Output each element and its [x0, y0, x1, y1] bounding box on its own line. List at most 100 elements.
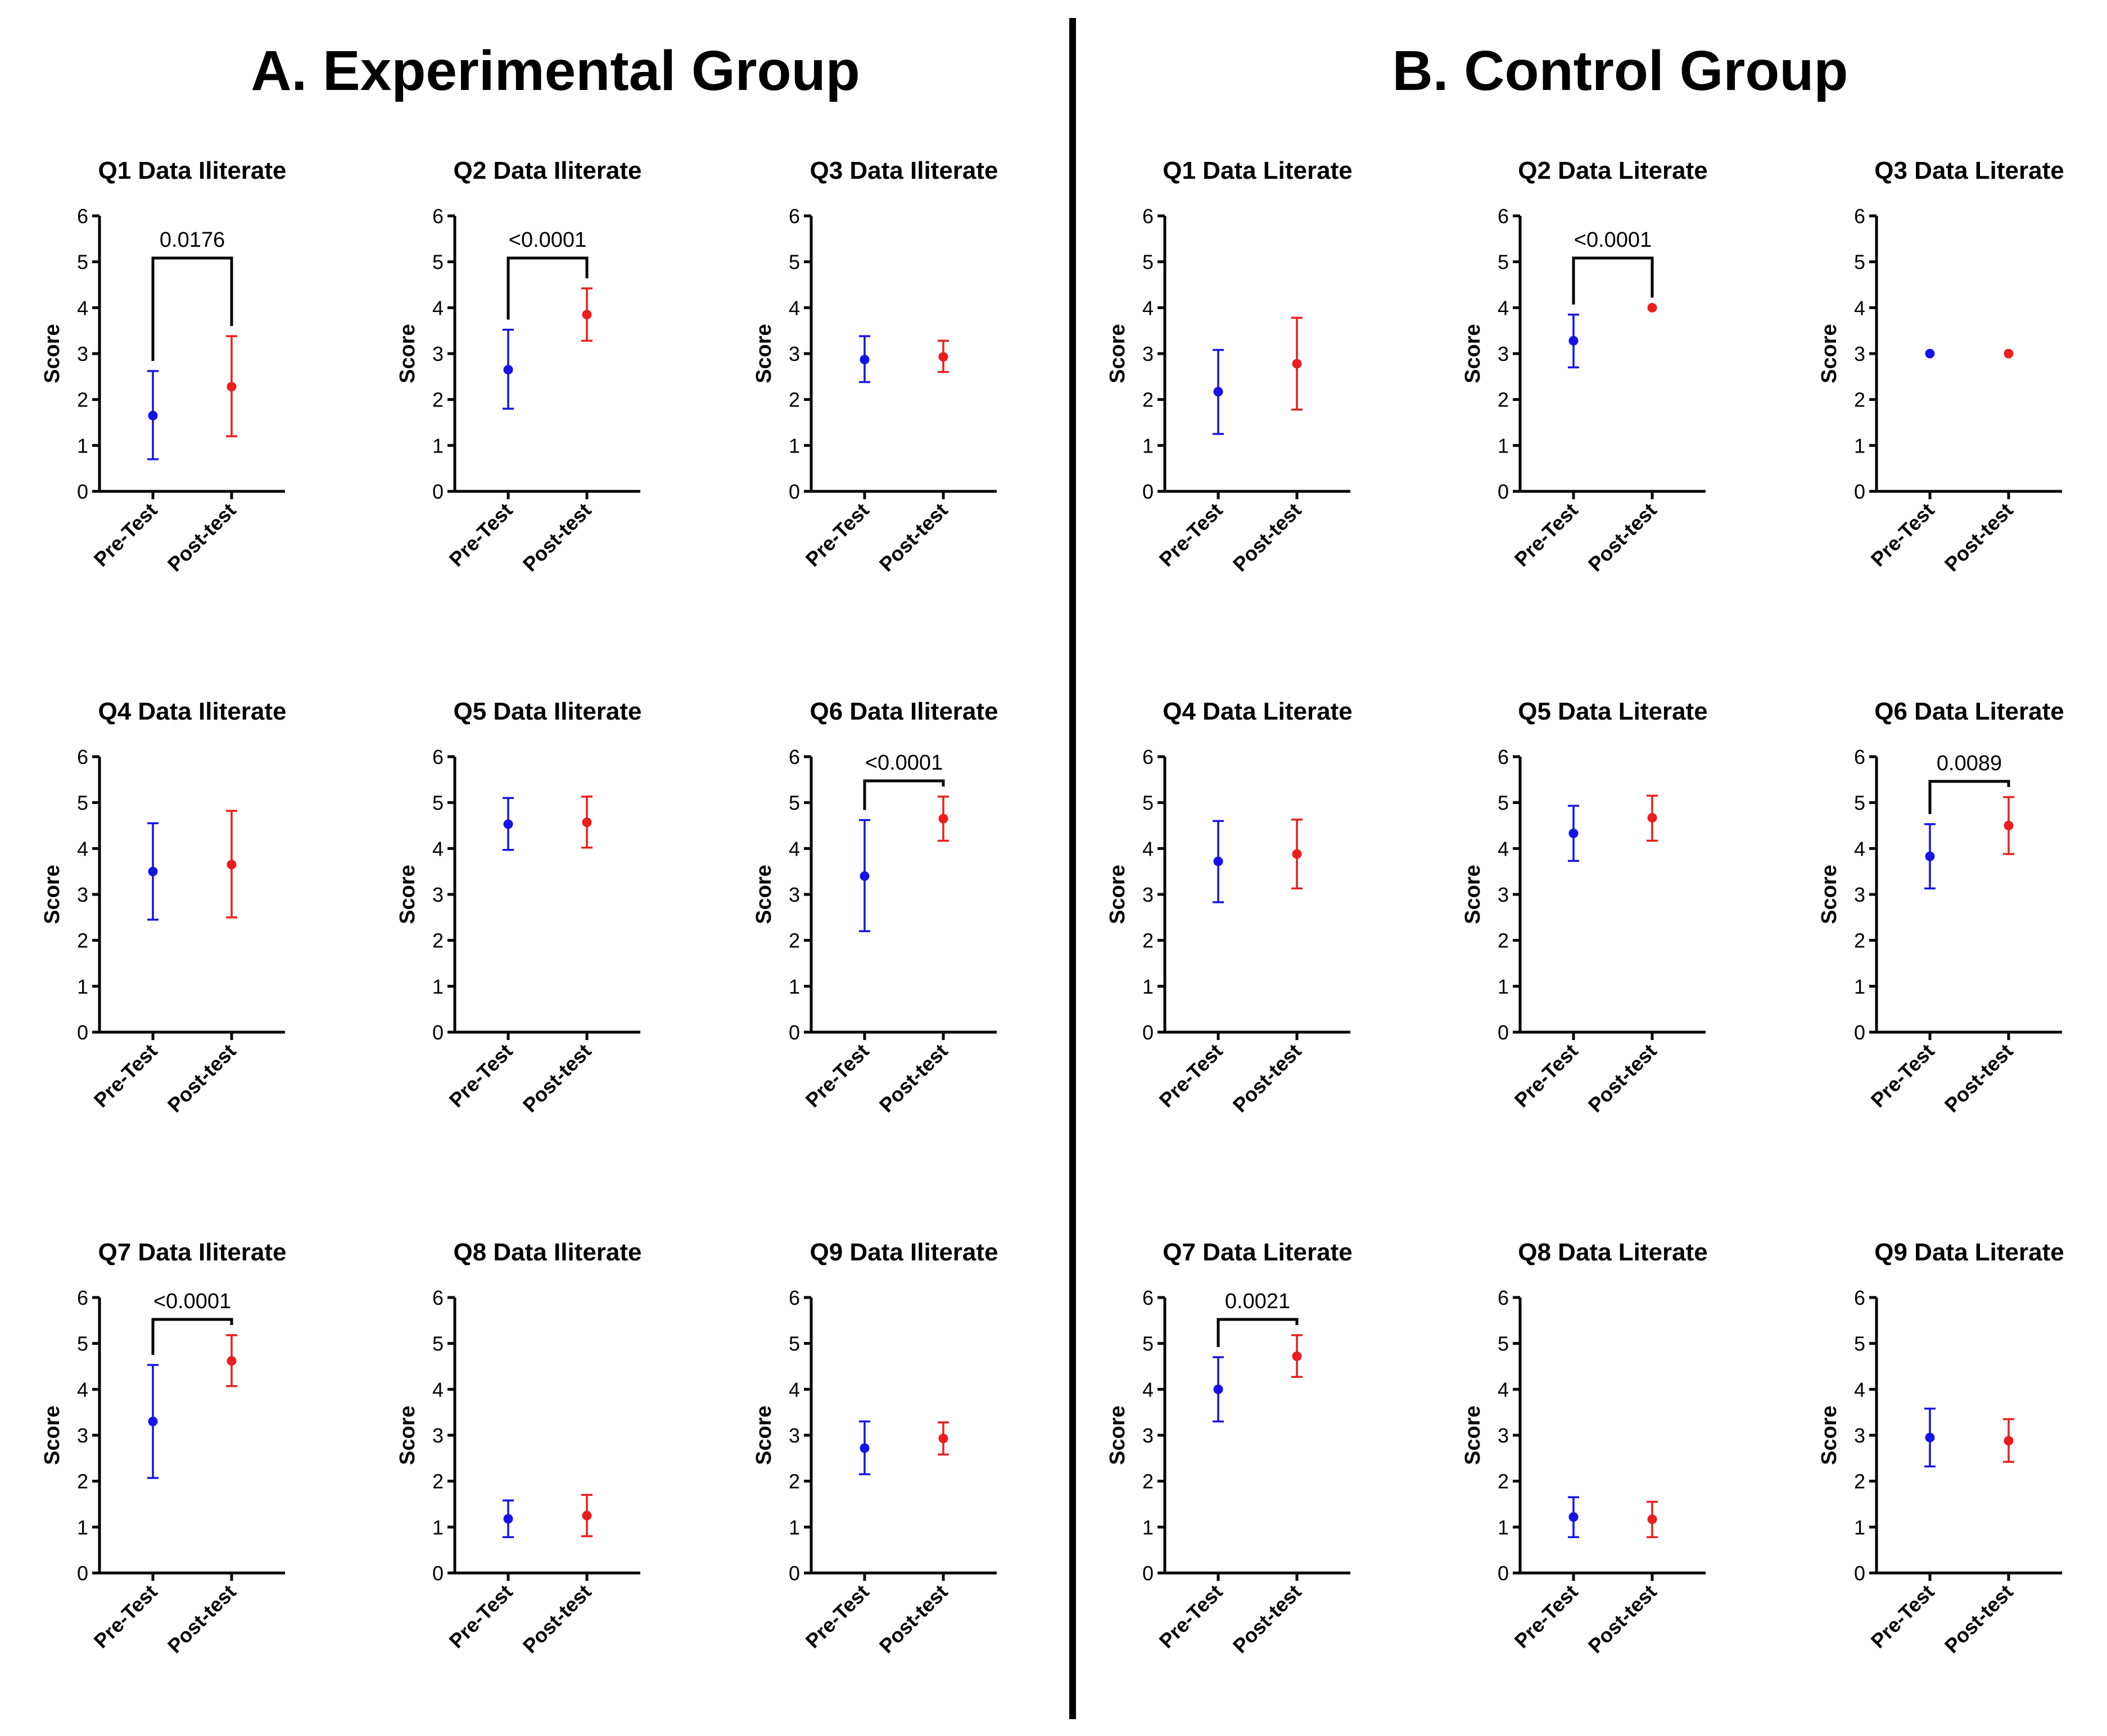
y-tick-label: 4 — [432, 1378, 444, 1401]
x-tick-label: Pre-Test — [89, 1039, 162, 1112]
y-tick-label: 4 — [789, 1378, 800, 1401]
y-tick-label: 2 — [1498, 388, 1509, 412]
y-tick-label: 5 — [1498, 792, 1509, 815]
y-tick-label: 4 — [432, 296, 444, 319]
y-tick-label: 4 — [789, 837, 800, 860]
y-tick-label: 5 — [1142, 251, 1154, 274]
p-value-label: 0.0021 — [1225, 1290, 1290, 1313]
post-test-point — [1292, 849, 1302, 859]
pre-test-point — [1568, 1512, 1579, 1522]
y-tick-label: 5 — [77, 1332, 88, 1355]
x-tick-label: Pre-Test — [1510, 1580, 1582, 1653]
y-tick-label: 1 — [789, 1516, 800, 1539]
y-tick-label: 2 — [432, 388, 444, 412]
pre-test-point — [148, 866, 158, 876]
y-tick-label: 4 — [1142, 296, 1154, 319]
x-tick-label: Pre-Test — [89, 499, 162, 571]
y-tick-label: 6 — [1854, 205, 1865, 228]
y-tick-label: 0 — [1854, 1021, 1865, 1044]
y-tick-label: 1 — [77, 434, 88, 457]
y-tick-label: 3 — [789, 1424, 800, 1447]
x-tick-label: Pre-Test — [801, 499, 874, 571]
y-axis-label: Score — [396, 1405, 419, 1465]
chart-panel: Q8 Data Literate 0 1 2 3 4 5 6 Score Pre-Test Post… — [1461, 1238, 1708, 1658]
x-tick-label: Post-test — [1940, 499, 2018, 576]
y-tick-label: 2 — [77, 929, 88, 952]
pre-test-point — [1213, 856, 1223, 866]
post-test-point — [1292, 359, 1302, 369]
y-tick-label: 5 — [1142, 1332, 1154, 1355]
x-tick-label: Pre-Test — [801, 1039, 874, 1112]
y-axis-label: Score — [1461, 324, 1485, 383]
y-tick-label: 4 — [1854, 296, 1865, 319]
post-test-point — [227, 382, 237, 392]
y-tick-label: 5 — [1854, 251, 1865, 274]
y-tick-label: 6 — [1142, 205, 1154, 228]
chart-panel: Q1 Data Iliterate 0 1 2 3 4 5 6 Score Pre-Test Pos… — [40, 157, 287, 576]
y-tick-label: 6 — [77, 745, 88, 768]
post-test-point — [2004, 821, 2014, 830]
panel-title: Q3 Data Literate — [1874, 157, 2064, 184]
x-tick-label: Pre-Test — [1510, 1039, 1582, 1112]
x-tick-label: Post-test — [518, 1039, 596, 1117]
pre-test-point — [503, 819, 513, 829]
y-axis-label: Score — [40, 865, 64, 924]
panel-title: Q2 Data Literate — [1518, 157, 1707, 184]
x-tick-label: Pre-Test — [1510, 499, 1582, 571]
y-tick-label: 5 — [1854, 792, 1865, 815]
y-axis-label: Score — [1106, 1405, 1129, 1465]
y-tick-label: 5 — [1498, 251, 1509, 274]
x-tick-label: Post-test — [1584, 1580, 1661, 1658]
group-title-experimental: A. Experimental Group — [251, 39, 860, 102]
chart-panel: Q1 Data Literate 0 1 2 3 4 5 6 Score Pre-Test Post… — [1106, 157, 1353, 576]
post-test-point — [1647, 1514, 1657, 1524]
y-tick-label: 3 — [432, 1424, 444, 1447]
post-test-point — [938, 352, 948, 362]
post-test-point — [938, 1434, 948, 1444]
y-tick-label: 0 — [432, 1562, 444, 1585]
y-tick-label: 6 — [77, 205, 88, 228]
pre-test-point — [503, 1514, 513, 1524]
panel-title: Q5 Data Iliterate — [453, 698, 641, 725]
y-tick-label: 5 — [789, 251, 800, 274]
x-tick-label: Post-test — [1584, 1039, 1661, 1117]
y-tick-label: 1 — [1854, 1516, 1865, 1539]
significance-bracket — [151, 256, 233, 361]
y-tick-label: 2 — [77, 1470, 88, 1493]
y-tick-label: 1 — [1854, 434, 1865, 457]
pre-test-point — [1568, 828, 1579, 838]
y-tick-label: 3 — [1498, 342, 1509, 365]
y-tick-label: 5 — [789, 792, 800, 815]
significance-bracket — [1928, 780, 2010, 815]
pre-test-point — [860, 1443, 870, 1453]
y-tick-label: 0 — [789, 480, 800, 503]
x-tick-label: Pre-Test — [1155, 499, 1227, 571]
chart-panel: Q2 Data Literate 0 1 2 3 4 5 6 Score Pre-Test Post… — [1461, 157, 1708, 576]
y-tick-label: 0 — [1854, 1562, 1865, 1585]
x-tick-label: Post-test — [1940, 1039, 2018, 1117]
y-tick-label: 1 — [1142, 975, 1154, 998]
y-tick-label: 6 — [432, 745, 444, 768]
y-tick-label: 1 — [1498, 434, 1509, 457]
x-tick-label: Pre-Test — [1155, 1039, 1227, 1112]
post-test-point — [1292, 1351, 1302, 1362]
y-tick-label: 0 — [77, 480, 88, 503]
y-tick-label: 6 — [432, 1286, 444, 1309]
post-test-point — [227, 860, 237, 870]
y-axis-label: Score — [1817, 324, 1841, 383]
y-axis-label: Score — [1106, 865, 1129, 924]
y-tick-label: 2 — [1854, 1470, 1865, 1493]
panel-title: Q6 Data Literate — [1874, 698, 2064, 725]
y-tick-label: 3 — [1854, 883, 1865, 906]
chart-panel: Q8 Data Iliterate 0 1 2 3 4 5 6 Score Pre-Test Pos… — [396, 1238, 642, 1658]
y-tick-label: 3 — [789, 342, 800, 365]
p-value-label: <0.0001 — [1574, 228, 1652, 252]
y-tick-label: 0 — [77, 1021, 88, 1044]
y-tick-label: 2 — [1142, 929, 1154, 952]
y-tick-label: 5 — [1854, 1332, 1865, 1355]
y-tick-label: 2 — [1498, 1470, 1509, 1493]
y-tick-label: 1 — [1498, 1516, 1509, 1539]
panel-title: Q9 Data Literate — [1874, 1238, 2064, 1266]
pre-test-point — [860, 355, 870, 365]
